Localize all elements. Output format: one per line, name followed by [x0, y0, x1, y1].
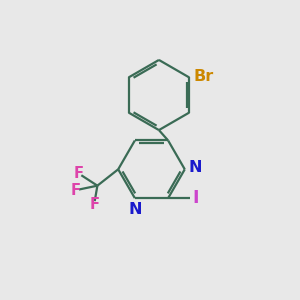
Text: N: N — [128, 202, 142, 217]
Text: F: F — [74, 166, 84, 181]
Text: F: F — [89, 196, 99, 211]
Text: N: N — [189, 160, 202, 175]
Text: I: I — [193, 189, 199, 207]
Text: F: F — [71, 183, 81, 198]
Text: Br: Br — [193, 69, 213, 84]
